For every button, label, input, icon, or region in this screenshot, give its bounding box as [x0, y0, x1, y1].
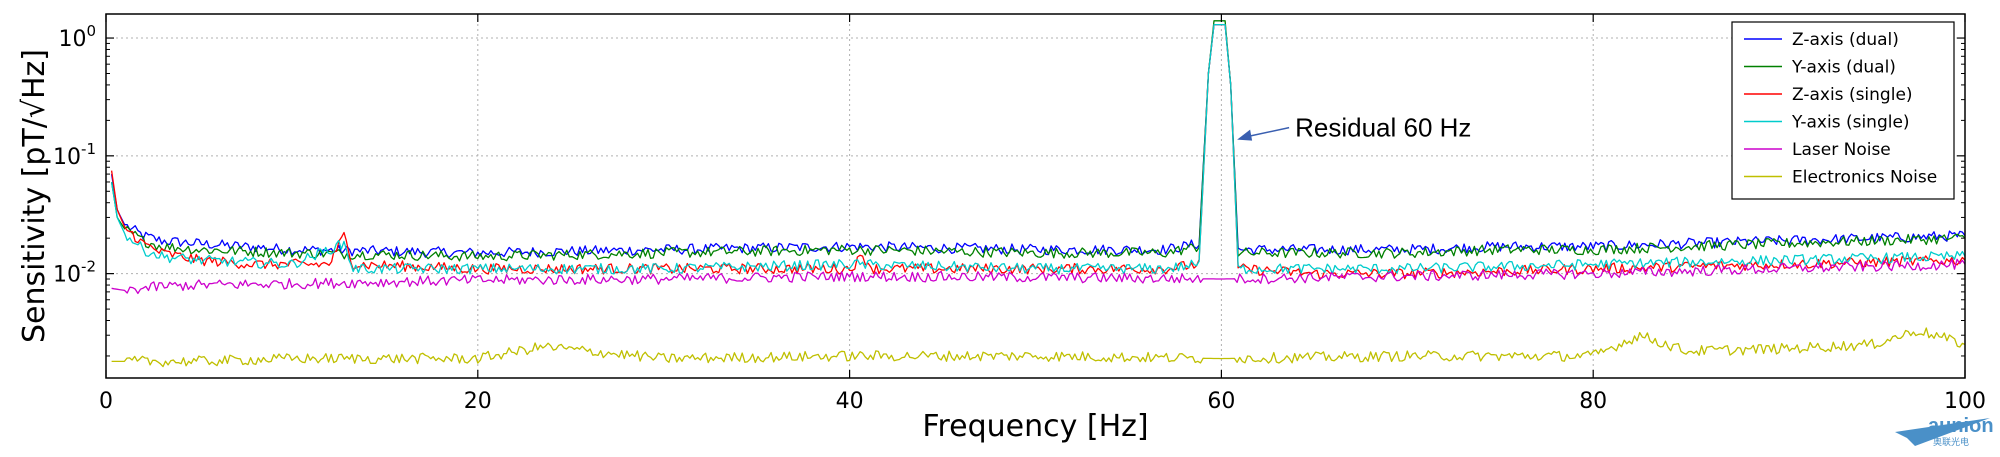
- aunion-logo: aunion 奥联光电: [1895, 415, 1994, 448]
- residual-annotation: Residual 60 Hz: [1237, 113, 1471, 143]
- series-line-5: [111, 327, 1966, 368]
- grid-lines: [106, 14, 1965, 378]
- series-line-2: [110, 23, 1966, 280]
- annotation-arrowhead: [1237, 129, 1253, 141]
- y-tick-label: 100: [58, 22, 96, 52]
- y-tick-label: 10-1: [53, 140, 96, 170]
- x-tick-label: 0: [99, 389, 113, 414]
- legend-box: [1731, 21, 1955, 200]
- paper-plane-icon: [1895, 418, 1990, 446]
- legend-label: Y-axis (dual): [1791, 58, 1896, 78]
- series-line-1: [110, 20, 1966, 262]
- legend-label: Laser Noise: [1792, 140, 1891, 160]
- annotation-text: Residual 60 Hz: [1295, 113, 1471, 143]
- x-tick-label: 60: [1207, 389, 1235, 414]
- series-line-3: [110, 23, 1966, 275]
- x-tick-label: 20: [464, 389, 492, 414]
- logo-name: aunion: [1928, 415, 1994, 437]
- legend-label: Electronics Noise: [1792, 168, 1937, 188]
- legend-label: Z-axis (dual): [1792, 30, 1899, 50]
- series-line-4: [111, 258, 1966, 295]
- annotation-arrow: [1246, 126, 1290, 138]
- series-layer: [110, 20, 1966, 368]
- logo-subtitle: 奥联光电: [1933, 436, 1969, 448]
- x-tick-label: 80: [1579, 389, 1607, 414]
- legend-label: Z-axis (single): [1792, 85, 1913, 105]
- x-tick-label: 40: [836, 389, 864, 414]
- series-line-0: [110, 23, 1966, 259]
- legend: Z-axis (dual) Y-axis (dual) Z-axis (single…: [1731, 21, 1955, 200]
- y-tick-label: 10-2: [53, 258, 96, 288]
- legend-label: Y-axis (single): [1791, 113, 1910, 133]
- x-axis-label: Frequency [Hz]: [922, 409, 1148, 444]
- x-tick-label: 100: [1944, 389, 1986, 414]
- y-axis-label: Sensitivity [pT/√Hz]: [17, 49, 52, 343]
- x-axis-ticks: 0 20 40 60 80 100: [99, 14, 1986, 414]
- plot-frame: [105, 13, 1966, 379]
- y-axis-ticks: 100 10-1 10-2: [53, 22, 1965, 357]
